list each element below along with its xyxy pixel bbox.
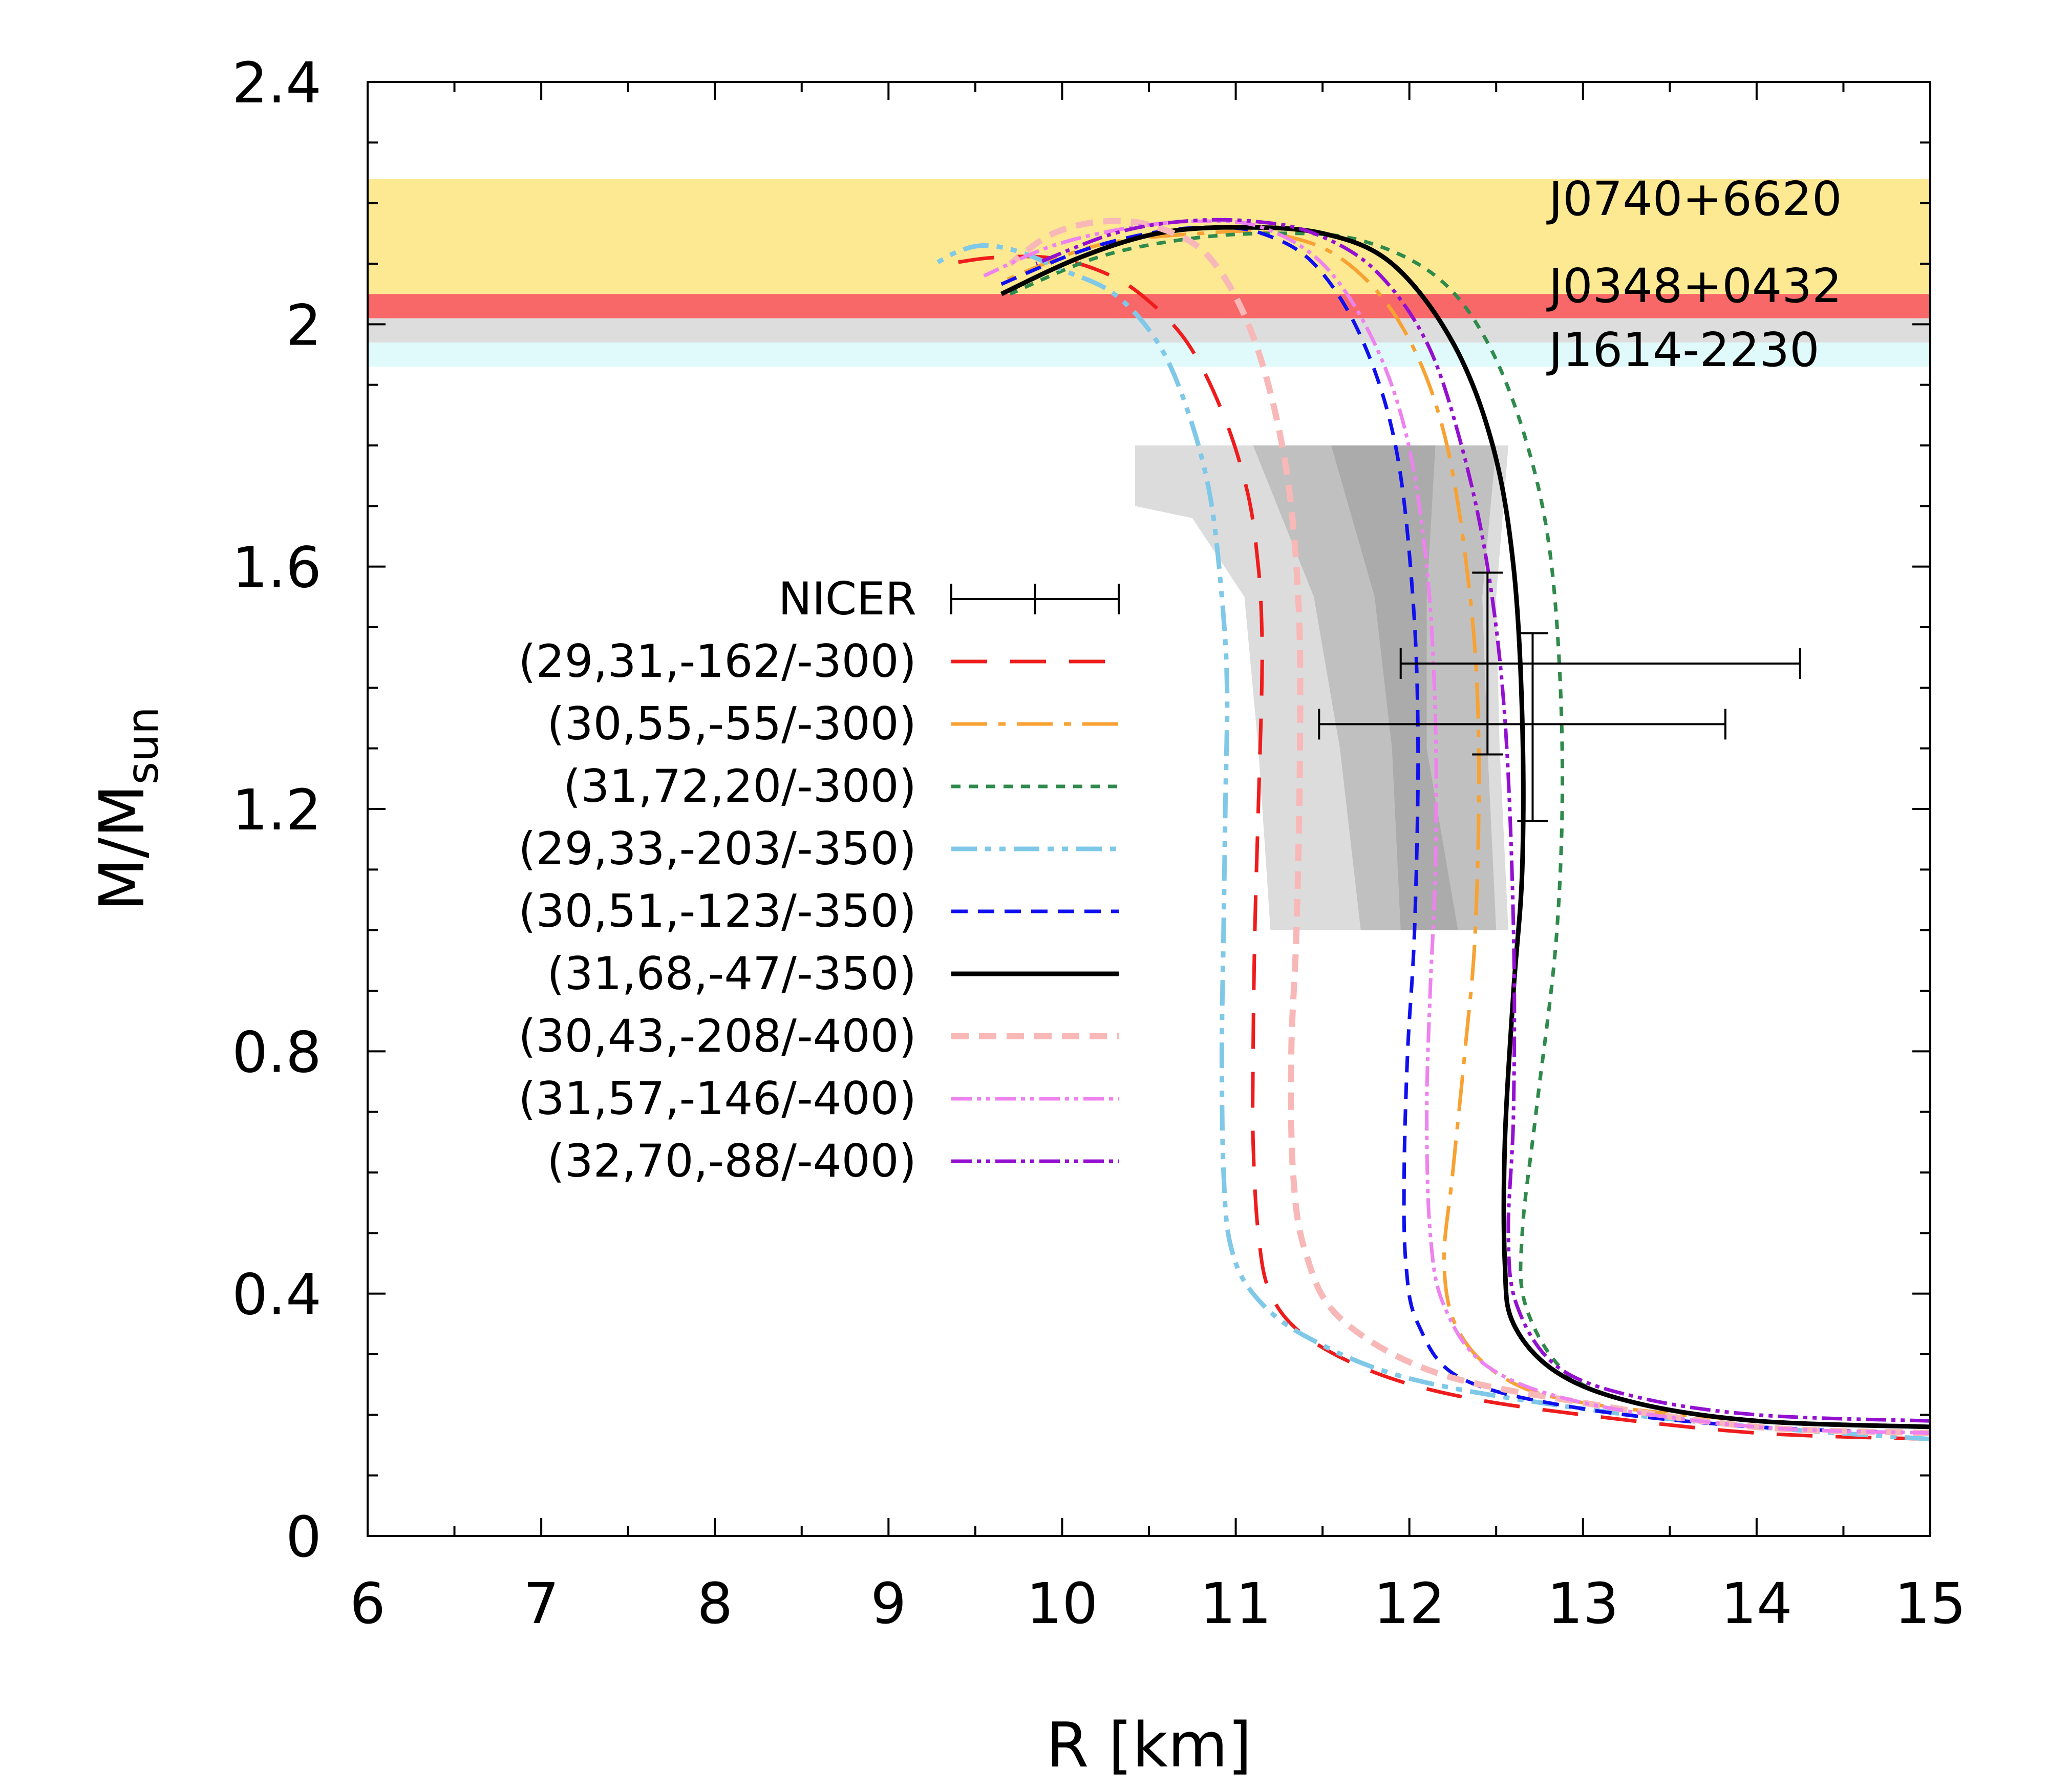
axis-ticks: 6 7 8 9 10 11 12 13 14 15 0 0.4 0.8 1.2 1.6 2 2.4 xyxy=(232,50,1966,1636)
series-line-29-33-203-350 xyxy=(934,243,1930,1442)
x-tick-label: 6 xyxy=(350,1571,386,1636)
legend-label-nicer: NICER xyxy=(778,572,916,625)
legend-label-31-68-47-350: (31,68,-47/-350) xyxy=(547,947,916,1000)
x-tick-label: 7 xyxy=(523,1571,559,1636)
curves xyxy=(934,218,1930,1442)
band-label-j0740-6620: J0740+6620 xyxy=(1546,172,1842,226)
y-tick-label: 2.4 xyxy=(232,50,322,116)
mass-bands xyxy=(368,179,1930,367)
x-tick-label: 14 xyxy=(1721,1571,1793,1636)
legend-label-29-31-162-300: (29,31,-162/-300) xyxy=(518,635,916,688)
x-tick-label: 8 xyxy=(697,1571,733,1636)
band-labels: J0740+6620 J0348+0432 J1614-2230 xyxy=(1546,172,1842,377)
y-tick-label: 2 xyxy=(286,292,322,358)
y-tick-label: 1.2 xyxy=(232,777,322,843)
x-tick-label: 11 xyxy=(1200,1571,1272,1636)
series-line-29-31-162-300 xyxy=(949,254,1930,1441)
x-tick-label: 12 xyxy=(1374,1571,1445,1636)
series-line-32-70-88-400 xyxy=(1035,218,1930,1423)
errorbar-nicer-1 xyxy=(1399,571,1801,756)
legend-label-30-55-55-300: (30,55,-55/-300) xyxy=(547,697,916,750)
legend-label-31-57-146-400: (31,57,-146/-400) xyxy=(518,1072,916,1125)
legend: NICER (29,31,-162/-300) (30,55,-55/-300) (3… xyxy=(518,572,1120,1187)
legend-label-30-43-208-400: (30,43,-208/-400) xyxy=(518,1010,916,1062)
y-axis-label-sub: sun xyxy=(118,707,168,784)
band-label-j1614-2230: J1614-2230 xyxy=(1546,323,1820,377)
series-line-31-68-47-350 xyxy=(1000,225,1930,1430)
y-tick-label: 0 xyxy=(286,1504,322,1570)
x-tick-label: 15 xyxy=(1894,1571,1966,1636)
legend-label-32-70-88-400: (32,70,-88/-400) xyxy=(547,1135,916,1187)
legend-label-30-51-123-350: (30,51,-123/-350) xyxy=(518,885,916,937)
y-axis-label-main: M/M xyxy=(87,784,158,911)
y-tick-label: 1.6 xyxy=(232,535,322,601)
y-tick-label: 0.4 xyxy=(232,1262,322,1328)
legend-label-31-72-20-300: (31,72,20/-300) xyxy=(563,760,916,813)
x-tick-label: 10 xyxy=(1026,1571,1098,1636)
y-tick-label: 0.8 xyxy=(232,1019,322,1085)
nicer-errorbars xyxy=(1318,571,1801,822)
legend-label-29-33-203-350: (29,33,-203/-350) xyxy=(518,822,916,875)
series-line-31-57-146-400 xyxy=(983,219,1930,1435)
band-label-j0348-0432: J0348+0432 xyxy=(1546,259,1842,313)
band-j0348-0432 xyxy=(368,294,1930,318)
shaded-regions xyxy=(1135,445,1508,930)
x-tick-label: 9 xyxy=(870,1571,906,1636)
x-tick-label: 13 xyxy=(1547,1571,1619,1636)
band-j0740-6620 xyxy=(368,179,1930,300)
series-line-30-43-208-400 xyxy=(1008,218,1930,1436)
x-axis-label: R [km] xyxy=(1046,1710,1252,1781)
y-axis-label: M/Msun xyxy=(87,707,168,911)
errorbar-nicer-2 xyxy=(1318,632,1726,822)
